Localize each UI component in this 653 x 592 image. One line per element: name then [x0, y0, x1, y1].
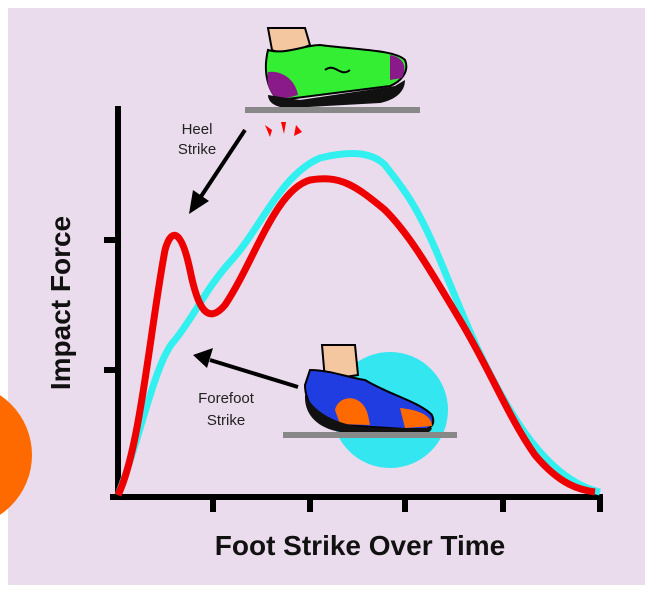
x-axis-title: Foot Strike Over Time: [215, 530, 505, 561]
page: Heel Strike Forefoot Strike Impact Force…: [0, 0, 653, 592]
forefoot-label: Forefoot: [198, 390, 255, 407]
heel-label: Heel: [182, 121, 213, 138]
heel-label: Strike: [178, 141, 216, 158]
forefoot-label: Strike: [207, 412, 245, 429]
y-axis-title: Impact Force: [45, 216, 76, 390]
diagram: Heel Strike Forefoot Strike Impact Force…: [0, 0, 653, 592]
